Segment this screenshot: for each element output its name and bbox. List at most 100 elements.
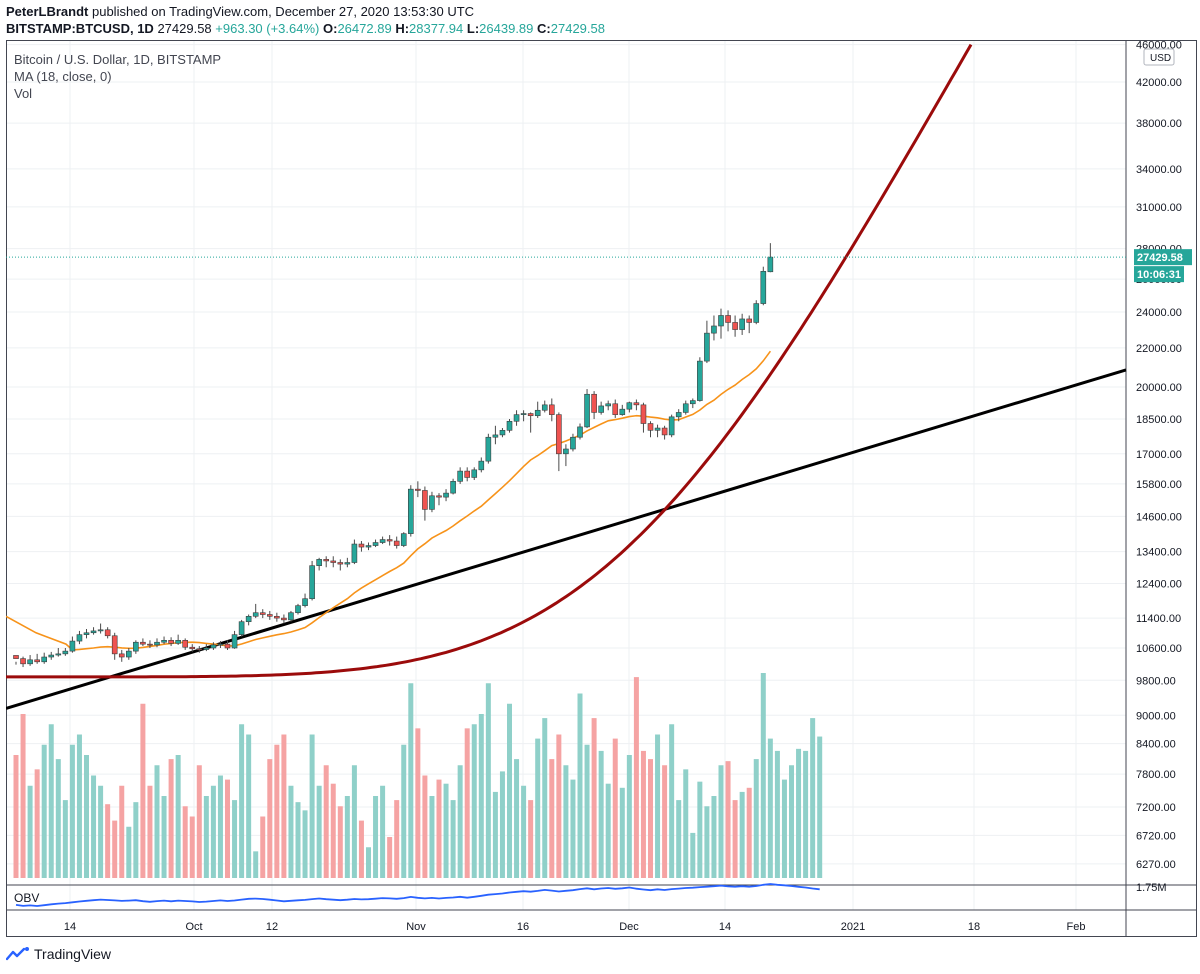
candle-body	[541, 404, 548, 411]
high-value: 28377.94	[409, 21, 464, 36]
volume-bar	[316, 785, 322, 878]
candle-body	[415, 488, 421, 491]
volume-bar	[232, 800, 238, 878]
candle-body	[55, 653, 62, 656]
candle-body	[753, 303, 760, 323]
candle-body	[69, 640, 76, 652]
candle-body	[478, 460, 485, 471]
candle-body	[281, 617, 287, 621]
volume-bar	[98, 785, 104, 878]
close-label: C:	[537, 21, 551, 36]
volume-bar	[450, 800, 456, 878]
candle-body	[20, 658, 26, 665]
author-name[interactable]: PeterLBrandt	[6, 4, 89, 19]
volume-bar	[422, 775, 428, 878]
volume-bar	[217, 775, 223, 878]
candle-body	[436, 495, 442, 498]
candle-body	[62, 650, 69, 655]
volume-bar	[126, 826, 132, 878]
volume-bar	[633, 677, 639, 878]
volume-bar	[499, 771, 505, 878]
volume-bar	[817, 736, 823, 878]
volume-bar	[584, 744, 590, 878]
chart-area[interactable]: 46000.00 42000.00 38000.00 34000.00 31000.00…	[5, 40, 1197, 942]
candle-body	[344, 562, 351, 565]
legend-ma[interactable]: MA (18, close, 0)	[14, 69, 112, 84]
volume-bar	[387, 837, 393, 878]
candle-body	[76, 634, 83, 642]
volume-bar	[225, 779, 230, 878]
candle-body	[619, 408, 626, 415]
candle-body	[168, 640, 174, 644]
price-tick-label: 24000.00	[1136, 307, 1182, 319]
volume-bar	[133, 802, 139, 878]
candle-body	[400, 533, 407, 546]
candle-body	[351, 543, 358, 563]
price-tick-label: 7800.00	[1136, 769, 1176, 781]
candle-body	[492, 434, 499, 438]
candle-body	[104, 629, 111, 637]
candle-body	[386, 539, 393, 542]
volume-bar	[640, 750, 646, 878]
candle-body	[245, 615, 252, 623]
candle-body	[126, 650, 132, 658]
price-tick-label: 9000.00	[1136, 710, 1176, 722]
legend-vol[interactable]: Vol	[14, 86, 33, 101]
currency-badge	[1143, 48, 1175, 66]
volume-bar	[401, 744, 407, 878]
parabolic-curve	[6, 43, 973, 679]
candle-body	[563, 448, 569, 455]
price-tick-label: 22000.00	[1136, 343, 1182, 355]
candle-body	[697, 360, 703, 401]
price-tick-label: 11400.00	[1136, 613, 1181, 625]
volume-bar	[683, 769, 689, 878]
x-tick-label: 14	[719, 921, 731, 933]
candle-body	[527, 413, 534, 417]
volume-bar	[436, 779, 442, 878]
volume-bar	[803, 750, 809, 878]
volume-bar	[746, 787, 752, 878]
price-tick-label: 6270.00	[1136, 859, 1176, 871]
volume-bar	[295, 802, 301, 878]
candle-body	[41, 656, 48, 663]
brand-name: TradingView	[34, 946, 112, 962]
candle-body	[556, 414, 562, 455]
volume-bar	[27, 785, 33, 878]
price-tick-label: 34000.00	[1136, 164, 1182, 176]
candle-body	[499, 430, 506, 436]
volume-bar	[739, 791, 745, 878]
volume-bar	[662, 765, 668, 878]
candle-body	[337, 562, 344, 565]
volume-bar	[789, 765, 794, 878]
candle-body	[739, 318, 745, 330]
candle-body	[288, 612, 294, 621]
candle-body	[598, 405, 604, 413]
candle-body	[323, 559, 330, 562]
legend-title[interactable]: Bitcoin / U.S. Dollar, 1D, BITSTAMP	[14, 52, 222, 67]
tradingview-logo[interactable]: TradingView	[6, 946, 111, 962]
candle-body	[429, 495, 435, 510]
price-tick-label: 6720.00	[1136, 830, 1176, 842]
candle-body	[548, 404, 555, 415]
candle-body	[133, 641, 139, 652]
last-price-tag	[1134, 249, 1192, 266]
candle-body	[711, 325, 717, 334]
volume-bar	[591, 718, 597, 878]
candle-body	[217, 643, 224, 646]
open-value: 26472.89	[337, 21, 392, 36]
volume-bar	[344, 796, 350, 878]
candle-body	[189, 646, 196, 650]
volume-bar	[563, 765, 569, 878]
volume-bar	[626, 755, 632, 878]
volume-bar	[492, 791, 498, 878]
candle-body	[302, 598, 308, 606]
volume-bar	[84, 755, 89, 878]
candle-body	[591, 393, 597, 413]
published-text: published on TradingView.com, December 2…	[91, 4, 475, 19]
candle-body	[584, 393, 590, 428]
price-chart-svg[interactable]: 46000.0042000.0038000.0034000.0031000.00…	[5, 40, 1197, 942]
candle-body	[309, 565, 315, 600]
candle-body	[760, 271, 767, 304]
candle-body	[274, 615, 280, 619]
volume-bar	[62, 800, 68, 878]
